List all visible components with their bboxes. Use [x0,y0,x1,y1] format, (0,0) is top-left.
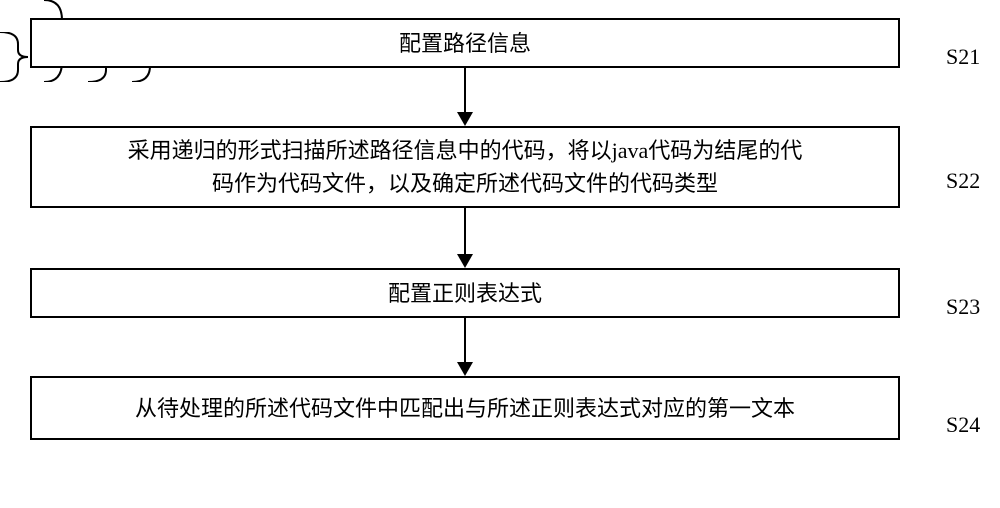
arrow-head-s22-s23 [457,254,473,268]
step-box-s24: 从待处理的所述代码文件中匹配出与所述正则表达式对应的第一文本 [30,376,900,440]
flowchart-canvas: 配置路径信息 S21 采用递归的形式扫描所述路径信息中的代码，将以java代码为… [0,0,1000,508]
arrow-head-s21-s22 [457,112,473,126]
step-text: 采用递归的形式扫描所述路径信息中的代码，将以java代码为结尾的代 码作为代码文… [128,134,803,200]
step-box-s23: 配置正则表达式 [30,268,900,318]
step-label-s22: S22 [946,168,980,194]
step-label-s23: S23 [946,294,980,320]
step-text: 配置路径信息 [399,27,531,60]
step-text: 从待处理的所述代码文件中匹配出与所述正则表达式对应的第一文本 [135,392,795,425]
arrow-head-s23-s24 [457,362,473,376]
arrow-s21-s22 [464,68,466,112]
step-text: 配置正则表达式 [388,277,542,310]
step-box-s21: 配置路径信息 [30,18,900,68]
arrow-s22-s23 [464,208,466,254]
step-label-s21: S21 [946,44,980,70]
step-box-s22: 采用递归的形式扫描所述路径信息中的代码，将以java代码为结尾的代 码作为代码文… [30,126,900,208]
step-label-s24: S24 [946,412,980,438]
arrow-s23-s24 [464,318,466,362]
